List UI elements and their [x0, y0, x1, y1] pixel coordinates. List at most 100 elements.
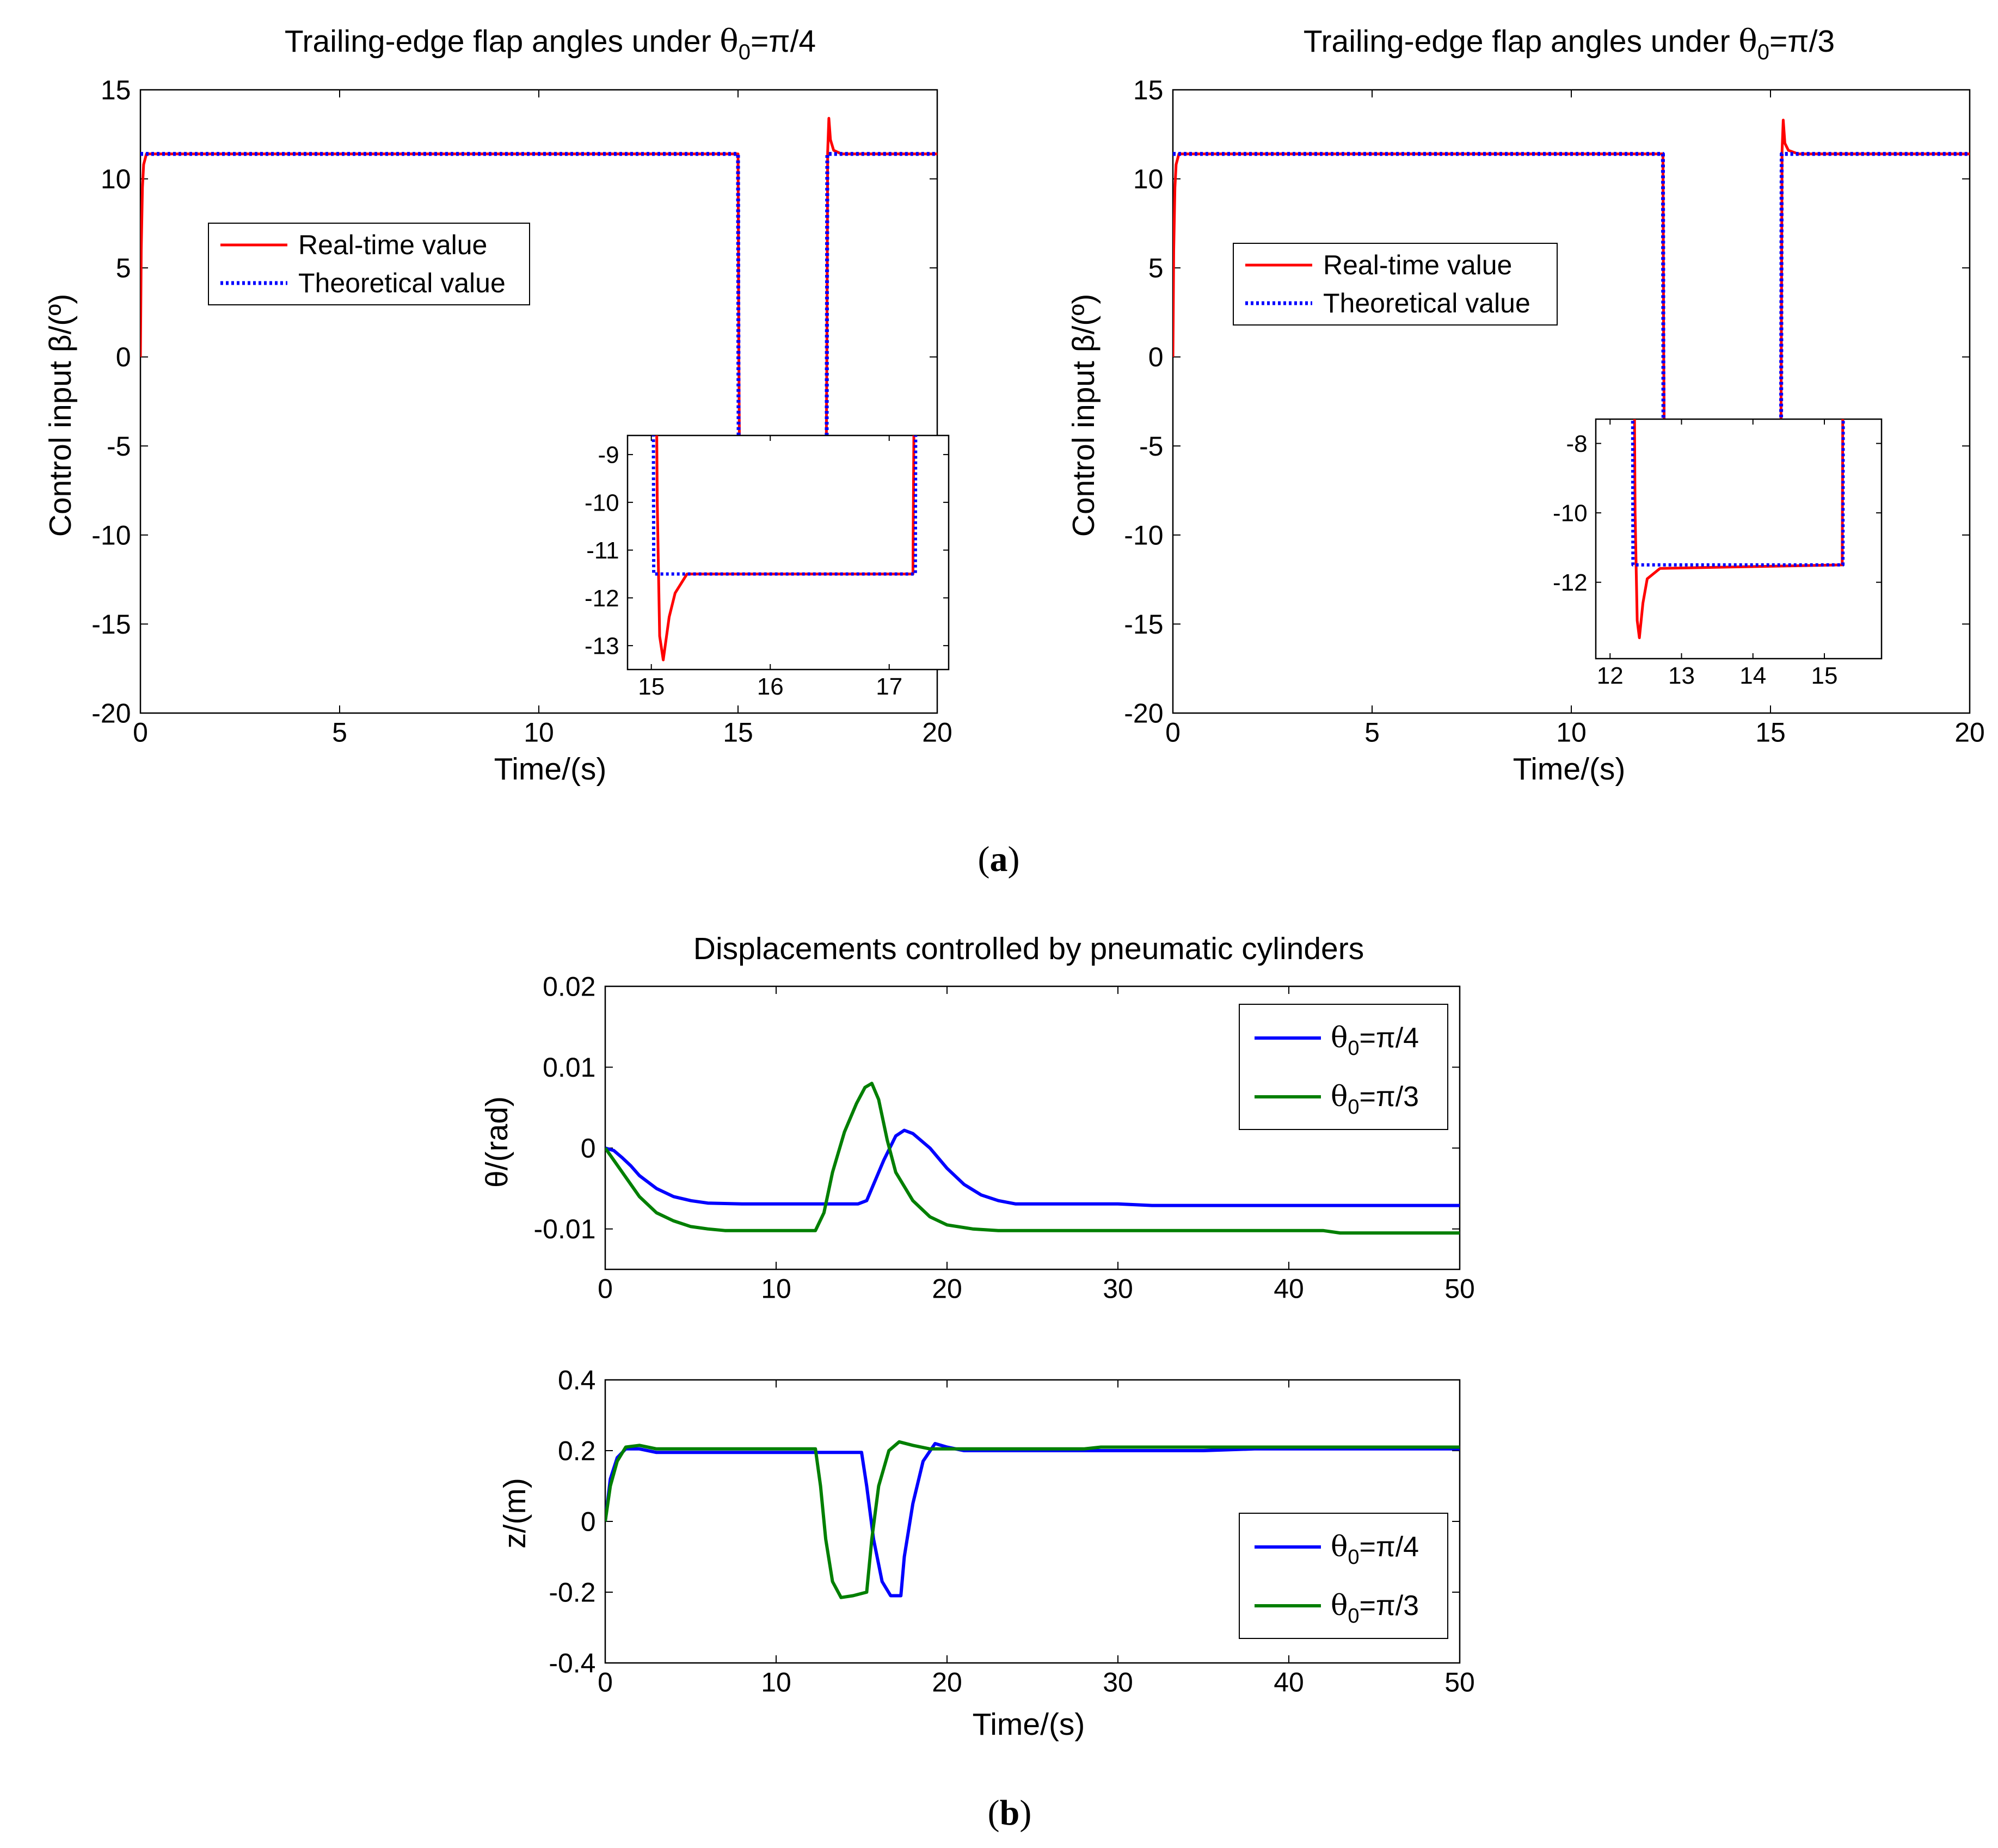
chart-a-left-inset-plot-frame	[626, 434, 950, 671]
chart-b-bottom-ytick-label: -0.4	[549, 1648, 595, 1679]
chart-b-bottom-xlabel: Time/(s)	[973, 1707, 1085, 1742]
chart-b-bottom-xtick-label: 40	[1274, 1667, 1304, 1698]
chart-a-left-ytick-label: -15	[91, 609, 131, 640]
chart-b-top-ylabel: θ/(rad)	[479, 1096, 514, 1188]
chart-a-right-inset-xtick-label: 14	[1739, 662, 1766, 689]
chart-b-bottom-legend-box	[1239, 1513, 1448, 1639]
chart-a-left-ytick-label: -5	[107, 431, 131, 462]
chart-a-left-ytick-label: -20	[91, 698, 131, 729]
chart-b-top-xtick-label: 40	[1274, 1274, 1304, 1304]
chart-a-right-inset-xtick-label: 13	[1668, 662, 1695, 689]
chart-b-top-xtick-label: 20	[932, 1274, 962, 1304]
chart-b-bottom-legend-label: θ0=π/4	[1331, 1531, 1419, 1569]
chart-b-top-ytick-label: 0	[581, 1133, 596, 1164]
chart-a-left-ytick-label: 5	[116, 253, 131, 284]
chart-b-bottom-ylabel: z/(m)	[497, 1478, 532, 1549]
chart-b-bottom-ytick-label: -0.2	[549, 1577, 595, 1608]
chart-a-left-inset-realtime-line	[655, 435, 915, 661]
chart-a-left-inset-ytick-label: -10	[585, 489, 619, 516]
chart-b-bottom-xtick-label: 10	[761, 1667, 791, 1698]
chart-a-right-ytick-label: 0	[1148, 342, 1164, 372]
chart-b-bottom-series-line-theta_pi3	[605, 1440, 1460, 1599]
chart-a-right-theoretical-line-top	[1173, 152, 1970, 564]
chart-b-bottom: Time/(s) z/(m) 0 10 20 30 40 50 0.4 0.2 0 -0.2 -0.…	[497, 1365, 1475, 1742]
chart-b-top-xtick-label: 50	[1444, 1274, 1475, 1304]
chart-b-top-xtick-label: 0	[598, 1274, 613, 1304]
chart-a-left-xlabel: Time/(s)	[494, 752, 607, 787]
chart-a-right-ylabel: Control input β/(º)	[1066, 294, 1101, 537]
chart-a-left: Trailing-edge flap angles under θ0=π/4 T…	[43, 23, 952, 787]
chart-a-left-legend-box	[208, 223, 530, 305]
chart-b-bottom-legend-label: θ0=π/3	[1331, 1589, 1419, 1628]
chart-a-left-ytick-label: 15	[101, 75, 131, 106]
chart-a-right-inset-ytick-label: -12	[1553, 569, 1588, 596]
chart-b-bottom-xtick-label: 0	[598, 1667, 613, 1698]
panel-a-caption: (a)	[978, 839, 1020, 879]
chart-a-right-legend-label: Real-time value	[1323, 250, 1512, 280]
chart-b-top-title: Displacements controlled by pneumatic cy…	[693, 931, 1364, 966]
chart-a-left-ytick-label: 10	[101, 164, 131, 194]
chart-a-right-inset-plot-frame	[1595, 418, 1883, 660]
chart-a-right-ytick-label: 10	[1133, 164, 1164, 194]
chart-a-left-inset-ytick-label: -9	[598, 442, 619, 469]
chart-a-right-inset-ytick-label: -10	[1553, 500, 1588, 527]
chart-a-right-inset-xtick-label: 15	[1811, 662, 1838, 689]
chart-a-left-legend-label: Theoretical value	[298, 268, 506, 298]
chart-a-left-inset-ytick-label: -11	[586, 537, 619, 564]
chart-b-top-legend-label: θ0=π/4	[1331, 1022, 1419, 1060]
chart-a-right-xtick-label: 20	[1954, 717, 1985, 748]
chart-a-right-legend-label: Theoretical value	[1323, 288, 1530, 318]
chart-a-right-inset-ytick-label: -8	[1566, 431, 1587, 457]
chart-b-bottom-xtick-label: 20	[932, 1667, 962, 1698]
chart-a-right-legend-box	[1233, 243, 1558, 326]
chart-a-left-inset-xtick-label: 17	[876, 673, 902, 700]
chart-a-right-ytick-label: -20	[1124, 698, 1163, 729]
chart-a-right-xtick-label: 0	[1165, 717, 1181, 748]
chart-a-right-ytick-label: 15	[1133, 75, 1164, 106]
chart-b-top-series-line-theta_pi3	[605, 1082, 1460, 1235]
chart-a-left-xtick-label: 15	[723, 717, 753, 748]
chart-a-left-xtick-label: 20	[922, 717, 952, 748]
chart-a-left-xtick-label: 0	[133, 717, 148, 748]
chart-a-left-inset-ytick-label: -13	[585, 633, 619, 660]
chart-a-left-inset-xtick-label: 15	[638, 673, 665, 700]
chart-a-right-ytick-label: -10	[1124, 520, 1163, 550]
chart-a-left-xtick-label: 10	[524, 717, 554, 748]
chart-a-right-ytick-label: 5	[1148, 253, 1164, 284]
chart-b-top-legend-label: θ0=π/3	[1331, 1080, 1419, 1119]
chart-a-left-title: Trailing-edge flap angles under θ0=π/4	[285, 23, 816, 64]
panel-b-caption: (b)	[988, 1793, 1032, 1833]
chart-b-top-series-line-theta_pi4	[605, 1128, 1460, 1207]
chart-a-left-ytick-label: -10	[91, 520, 131, 550]
chart-a-left-xtick-label: 5	[332, 717, 347, 748]
chart-a-right-inset-realtime-line	[1633, 419, 1845, 640]
chart-b-top-xtick-label: 10	[761, 1274, 791, 1304]
chart-b-bottom-xtick-label: 30	[1103, 1667, 1133, 1698]
chart-b-bottom-xtick-label: 50	[1444, 1667, 1475, 1698]
chart-a-left-ylabel: Control input β/(º)	[43, 294, 78, 537]
chart-a-right-xtick-label: 10	[1556, 717, 1587, 748]
chart-a-right-title: Trailing-edge flap angles under θ0=π/3	[1304, 23, 1835, 64]
chart-a-right-xtick-label: 5	[1364, 717, 1380, 748]
chart-b-top: Displacements controlled by pneumatic cy…	[479, 931, 1475, 1304]
chart-a-left-ytick-label: 0	[116, 342, 131, 372]
chart-b-bottom-ytick-label: 0.4	[558, 1365, 596, 1396]
chart-a-right-xtick-label: 15	[1755, 717, 1786, 748]
chart-a-right: Trailing-edge flap angles under θ0=π/3 T…	[1066, 23, 1985, 787]
chart-b-top-xtick-label: 30	[1103, 1274, 1133, 1304]
chart-b-top-ytick-label: 0.01	[543, 1052, 595, 1083]
chart-b-bottom-ytick-label: 0.2	[558, 1436, 596, 1466]
chart-a-left-theoretical-line-top	[140, 152, 937, 564]
chart-b-top-ytick-label: -0.01	[534, 1214, 596, 1244]
chart-b-top-ytick-label: 0.02	[543, 972, 595, 1002]
chart-a-right-xlabel: Time/(s)	[1513, 752, 1626, 787]
chart-a-left-inset-ytick-label: -12	[585, 585, 619, 612]
chart-a-right-ytick-label: -5	[1139, 431, 1163, 462]
chart-a-left-inset-xtick-label: 16	[757, 673, 784, 700]
chart-b-bottom-ytick-label: 0	[581, 1507, 596, 1537]
chart-a-left-legend-label: Real-time value	[298, 230, 487, 260]
chart-a-right-inset-xtick-label: 12	[1597, 662, 1624, 689]
chart-a-right-ytick-label: -15	[1124, 609, 1163, 640]
chart-b-top-legend-box	[1239, 1004, 1448, 1130]
